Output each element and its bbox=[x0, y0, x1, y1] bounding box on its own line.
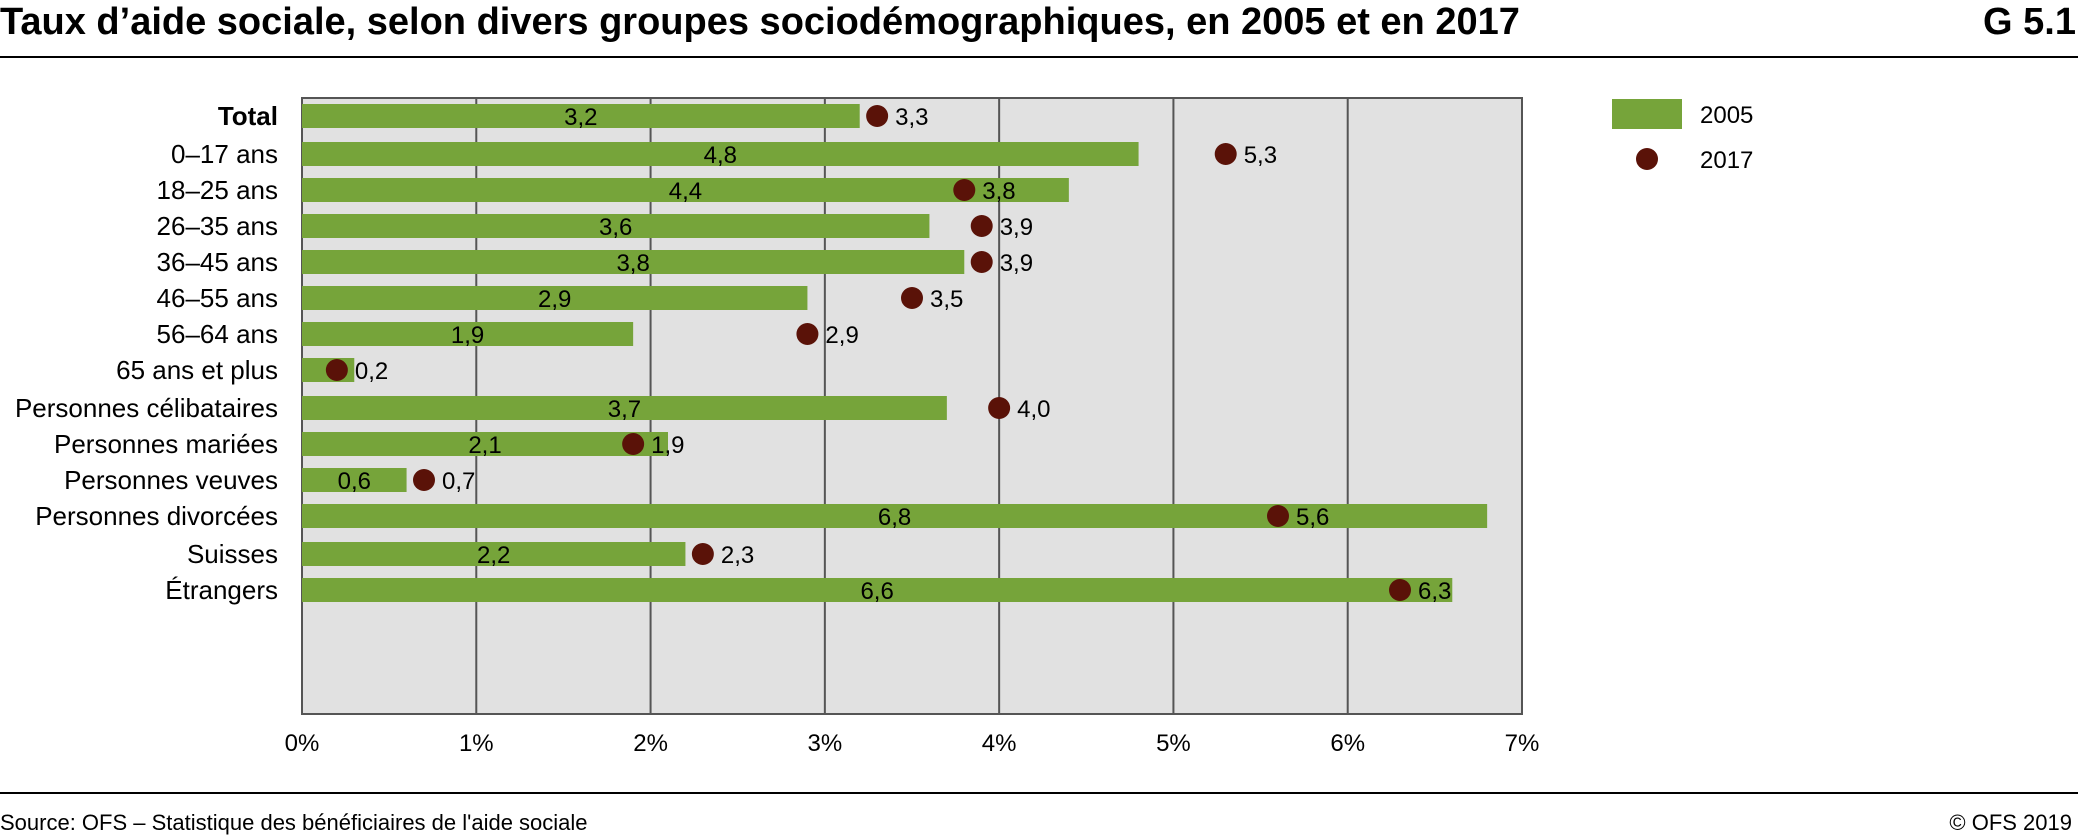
source-note: Source: OFS – Statistique des bénéficiai… bbox=[0, 810, 588, 835]
category-label: Suisses bbox=[187, 539, 278, 569]
bar-value-label: 0,6 bbox=[338, 468, 371, 495]
chart-code: G 5.1 bbox=[1983, 1, 2076, 43]
category-label: Personnes veuves bbox=[64, 465, 278, 495]
category-label: Personnes mariées bbox=[54, 429, 278, 459]
dot-2017 bbox=[953, 179, 976, 201]
dot-value-label: 1,9 bbox=[651, 432, 684, 459]
category-label: Étrangers bbox=[165, 575, 278, 605]
dot-value-label: 3,9 bbox=[1000, 250, 1033, 277]
category-label: Personnes divorcées bbox=[35, 501, 278, 531]
category-label: Total bbox=[218, 101, 278, 131]
bar-value-label: 1,9 bbox=[451, 322, 484, 349]
bar-2005 bbox=[302, 214, 930, 238]
copyright-note: © OFS 2019 bbox=[1949, 810, 2072, 835]
dot-value-label: 6,3 bbox=[1418, 578, 1451, 605]
dot-value-label: 5,3 bbox=[1244, 142, 1277, 169]
dot-2017 bbox=[901, 287, 923, 309]
category-label: Personnes célibataires bbox=[15, 393, 278, 423]
bar-2005 bbox=[302, 250, 965, 274]
category-label: 56–64 ans bbox=[157, 319, 278, 349]
bar-value-label: 6,8 bbox=[878, 504, 911, 531]
dot-value-label: 3,9 bbox=[1000, 214, 1033, 241]
dot-2017 bbox=[1267, 505, 1289, 527]
category-label: 18–25 ans bbox=[157, 175, 278, 205]
category-label: 26–35 ans bbox=[157, 211, 278, 241]
category-label: 46–55 ans bbox=[157, 283, 278, 313]
bar-2005 bbox=[302, 178, 1069, 202]
dot-value-label: 0,2 bbox=[355, 358, 388, 385]
dot-2017 bbox=[1214, 143, 1237, 165]
bar-value-label: 3,2 bbox=[564, 104, 597, 131]
bar-2005 bbox=[302, 142, 1139, 166]
dot-value-label: 0,7 bbox=[442, 468, 475, 495]
bar-2005 bbox=[302, 396, 947, 420]
dot-2017 bbox=[866, 105, 889, 127]
chart: 0% 1% 2% 3% 4% 5% 6% 7% Total 3,2 3,3 0–17 ans 4,8 5,… bbox=[15, 97, 1753, 757]
dot-value-label: 2,3 bbox=[721, 542, 754, 569]
category-label: 0–17 ans bbox=[171, 139, 278, 169]
legend-swatch-2017 bbox=[1636, 148, 1658, 170]
dot-value-label: 3,8 bbox=[982, 178, 1015, 205]
dot-value-label: 4,0 bbox=[1017, 396, 1050, 423]
bar-value-label: 3,6 bbox=[599, 214, 632, 241]
dot-2017 bbox=[691, 543, 714, 565]
dot-2017 bbox=[988, 397, 1011, 419]
bar-value-label: 3,7 bbox=[608, 396, 641, 423]
bar-value-label: 2,9 bbox=[538, 286, 571, 313]
x-tick-label: 2% bbox=[633, 730, 668, 757]
chart-title: Taux d’aide sociale, selon divers groupe… bbox=[0, 1, 1520, 43]
dot-value-label: 5,6 bbox=[1296, 504, 1329, 531]
dot-value-label: 3,5 bbox=[930, 286, 963, 313]
bar-2005 bbox=[302, 432, 668, 456]
category-label: 65 ans et plus bbox=[116, 355, 278, 385]
bar-value-label: 2,2 bbox=[477, 542, 510, 569]
dot-2017 bbox=[325, 359, 348, 381]
x-tick-label: 5% bbox=[1156, 730, 1191, 757]
dot-2017 bbox=[622, 433, 645, 455]
top-rule bbox=[0, 56, 2078, 58]
dot-2017 bbox=[796, 323, 819, 345]
dot-2017 bbox=[970, 215, 993, 237]
dot-2017 bbox=[413, 469, 435, 491]
x-tick-label: 6% bbox=[1330, 730, 1365, 757]
x-tick-label: 1% bbox=[459, 730, 494, 757]
legend-swatch-2005 bbox=[1612, 99, 1682, 129]
dot-2017 bbox=[1389, 579, 1411, 601]
bar-2005 bbox=[302, 578, 1453, 602]
x-tick-label: 7% bbox=[1505, 730, 1540, 757]
legend-label-2017: 2017 bbox=[1700, 147, 1753, 174]
legend-label-2005: 2005 bbox=[1700, 102, 1753, 129]
x-tick-label: 4% bbox=[982, 730, 1017, 757]
bar-2005 bbox=[302, 468, 407, 492]
bar-2005 bbox=[302, 322, 634, 346]
x-tick-label: 3% bbox=[808, 730, 843, 757]
dot-value-label: 2,9 bbox=[825, 322, 858, 349]
dot-value-label: 3,3 bbox=[895, 104, 928, 131]
category-label: 36–45 ans bbox=[157, 247, 278, 277]
bar-value-label: 4,8 bbox=[704, 142, 737, 169]
bottom-rule bbox=[0, 792, 2078, 794]
bar-2005 bbox=[302, 542, 686, 566]
bar-value-label: 6,6 bbox=[860, 578, 893, 605]
dot-2017 bbox=[970, 251, 993, 273]
bar-2005 bbox=[302, 286, 808, 310]
bar-value-label: 4,4 bbox=[669, 178, 702, 205]
bar-value-label: 3,8 bbox=[616, 250, 649, 277]
bar-2005 bbox=[302, 504, 1488, 528]
bar-value-label: 2,1 bbox=[468, 432, 501, 459]
bar-2005 bbox=[302, 104, 860, 128]
x-tick-label: 0% bbox=[285, 730, 320, 757]
